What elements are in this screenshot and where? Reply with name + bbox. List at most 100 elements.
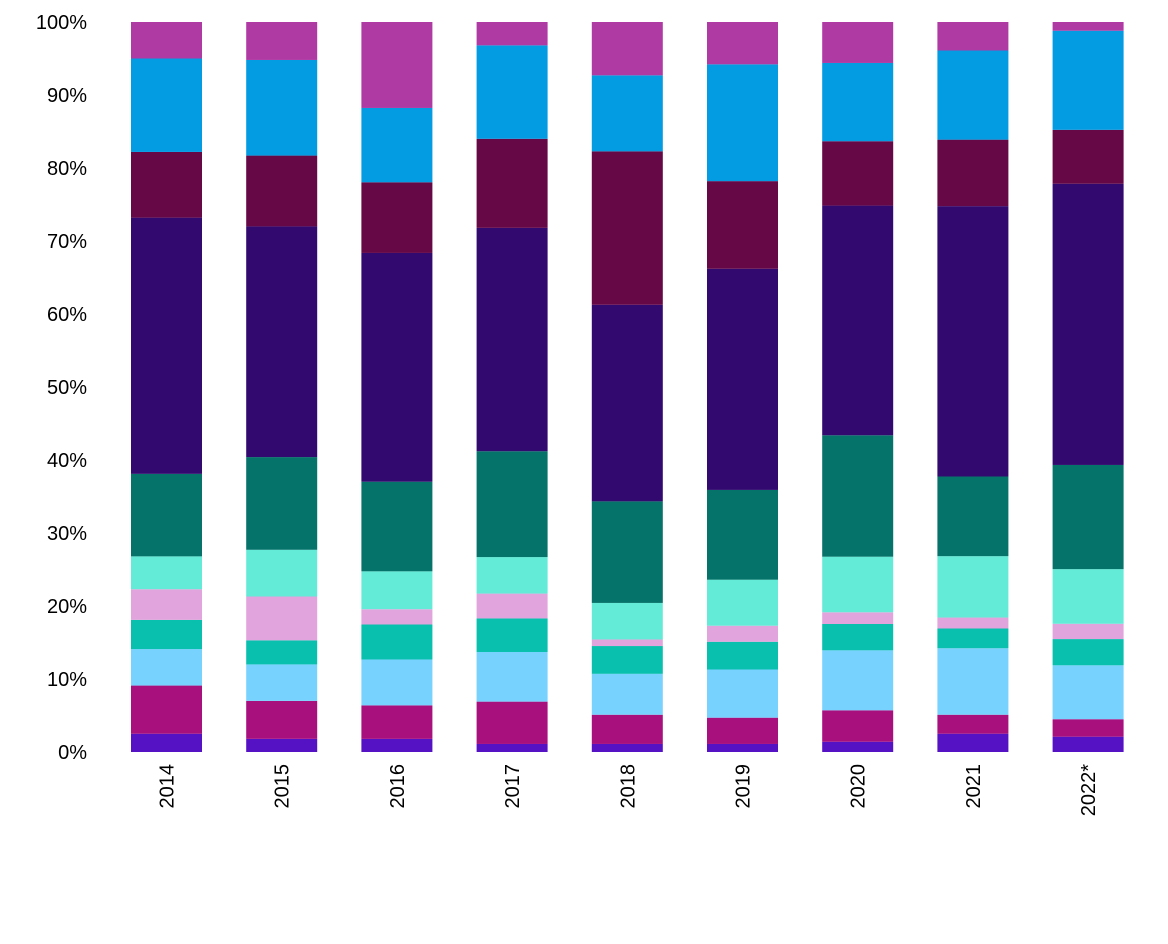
bar-segment <box>591 673 663 715</box>
x-tick-label: 2015 <box>272 764 294 809</box>
bar-segment <box>246 155 318 227</box>
bar-segment <box>937 714 1009 734</box>
y-axis-ticks: 0% 10% 20% 30% 40% 50% 60% 70% 80% 90% 100% <box>36 12 87 764</box>
bar-stack-2018 <box>591 22 663 752</box>
bar-segment <box>246 700 318 739</box>
bar-segment <box>1052 736 1124 752</box>
bar-segment <box>476 701 548 744</box>
bar-segment <box>707 669 778 718</box>
bar-segment <box>822 623 894 651</box>
bar-segment <box>822 141 894 206</box>
bar-segment <box>707 717 778 744</box>
bar-segment <box>361 22 433 108</box>
x-tick-label: 2019 <box>733 764 755 809</box>
bar-segment <box>937 556 1009 618</box>
bar-segment <box>591 646 663 674</box>
bar-segment <box>707 489 778 580</box>
bar-segment <box>591 714 663 744</box>
bar-segment <box>937 628 1009 649</box>
bar-segment <box>937 139 1009 207</box>
bar-stack-2015 <box>246 22 318 752</box>
x-tick-label: 2018 <box>617 764 639 809</box>
bar-segment <box>1052 719 1124 737</box>
bar-segment <box>707 579 778 626</box>
bar-segment <box>246 596 318 641</box>
bar-segment <box>361 571 433 610</box>
bar-segment <box>1052 183 1124 465</box>
bar-stack-2021 <box>937 22 1009 752</box>
bar-segment <box>476 22 548 46</box>
x-tick-label: 2022* <box>1078 764 1100 816</box>
bar-segment <box>1052 30 1124 130</box>
bar-segment <box>246 59 318 156</box>
bar-segment <box>822 650 894 711</box>
bar-segment <box>591 743 663 752</box>
bar-segment <box>707 64 778 182</box>
bar-segment <box>246 738 318 752</box>
bar-segment <box>1052 22 1124 31</box>
bar-segment <box>476 743 548 752</box>
bar-segment <box>361 705 433 739</box>
bar-segment <box>591 639 663 647</box>
y-tick-label: 30% <box>47 523 87 545</box>
bar-segment <box>1052 129 1124 184</box>
bar-segment <box>937 617 1009 629</box>
bar-segment <box>591 602 663 640</box>
y-tick-label: 20% <box>47 596 87 618</box>
bar-stack-2014 <box>131 22 202 752</box>
bar-segment <box>131 22 202 59</box>
bar-segment <box>131 619 202 650</box>
bar-segment <box>937 22 1009 51</box>
bar-segment <box>131 217 202 474</box>
bar-segment <box>707 22 778 65</box>
bar-stack-2019 <box>707 22 778 752</box>
bar-segment <box>822 612 894 624</box>
bar-segment <box>476 227 548 452</box>
bar-segment <box>1052 639 1124 666</box>
bar-segment <box>131 685 202 734</box>
bar-segment <box>822 22 894 63</box>
bar-segment <box>707 743 778 752</box>
y-tick-label: 70% <box>47 231 87 253</box>
bar-segment <box>591 304 663 502</box>
bar-segment <box>476 45 548 139</box>
x-tick-label: 2014 <box>157 764 179 809</box>
x-tick-label: 2017 <box>502 764 524 809</box>
bar-segment <box>822 435 894 557</box>
bar-segment <box>822 710 894 742</box>
bar-segment <box>246 457 318 550</box>
y-tick-label: 40% <box>47 450 87 472</box>
bar-segment <box>361 252 433 482</box>
bar-segment <box>361 659 433 706</box>
bar-segment <box>1052 464 1124 570</box>
bar-segment <box>707 625 778 642</box>
bar-segment <box>131 473 202 557</box>
y-tick-label: 10% <box>47 669 87 691</box>
bar-segment <box>822 741 894 752</box>
bar-segment <box>707 268 778 490</box>
bar-segment <box>361 609 433 625</box>
bar-segment <box>246 640 318 665</box>
bar-segment <box>361 481 433 572</box>
bar-segment <box>591 22 663 76</box>
bar-stack-2016 <box>361 22 433 752</box>
bar-segment <box>591 75 663 152</box>
bar-segment <box>1052 569 1124 624</box>
bar-segment <box>131 58 202 152</box>
bar-segment <box>476 618 548 652</box>
bar-segment <box>361 182 433 253</box>
bar-segment <box>1052 623 1124 640</box>
bar-segment <box>476 593 548 619</box>
bar-stack-2022 <box>1052 22 1124 752</box>
bar-segment <box>131 151 202 218</box>
x-axis-ticks: 2014 2015 2016 2017 2018 2019 2020 2021 2022* <box>157 764 1101 816</box>
bar-segment <box>476 557 548 594</box>
bar-segment <box>937 50 1009 140</box>
bar-segment <box>361 107 433 183</box>
y-tick-label: 90% <box>47 85 87 107</box>
bar-segment <box>591 151 663 305</box>
x-tick-label: 2016 <box>387 764 409 809</box>
bar-segment <box>822 62 894 142</box>
